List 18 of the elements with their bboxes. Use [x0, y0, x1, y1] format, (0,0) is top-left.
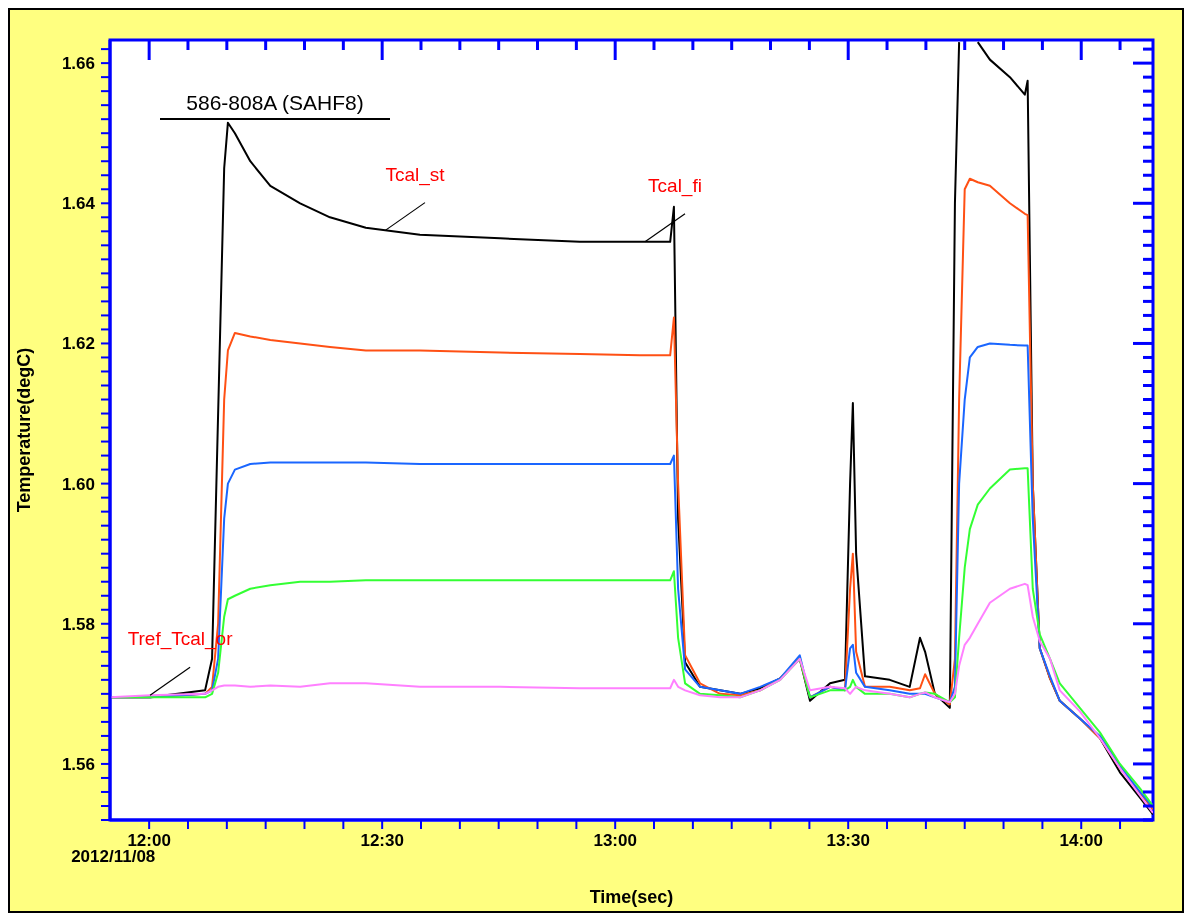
x-tick-label: 12:30: [360, 831, 404, 850]
x-axis-title: Time(sec): [589, 887, 674, 907]
text: 586-808A (SAHF8): [160, 90, 390, 120]
y-tick-label: 1.58: [61, 614, 95, 634]
y-tick-label: 1.56: [61, 754, 95, 774]
line-series: [110, 582, 1153, 814]
text: 2012/11/08: [71, 847, 156, 867]
x-tick-label: 13:00: [593, 831, 637, 850]
annotation: Tcal_st: [385, 163, 446, 186]
y-tick-label: 1.64: [61, 194, 96, 214]
y-axis-title: Temperature(degC): [14, 347, 35, 513]
y-tick-label: 1.62: [61, 334, 95, 354]
x-tick-label: 14:00: [1059, 831, 1103, 850]
y-tick-label: 1.60: [61, 474, 95, 494]
annotation: Tcal_fi: [648, 174, 702, 197]
x-tick-label: 12:00: [127, 831, 171, 850]
y-tick-label: 1.66: [61, 54, 95, 74]
x-tick-label: 13:30: [826, 831, 870, 850]
